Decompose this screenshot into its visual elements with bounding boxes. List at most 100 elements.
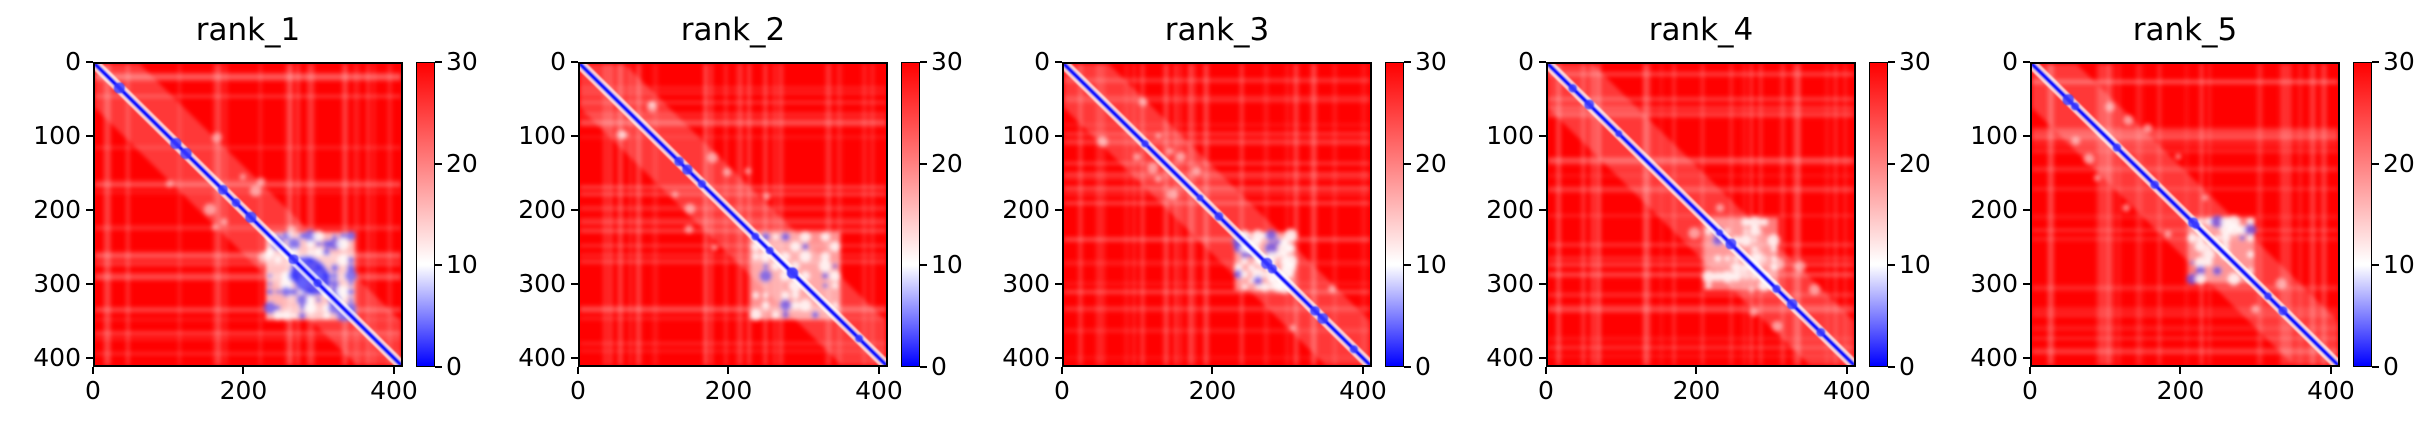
chart-title: rank_3: [1164, 12, 1270, 48]
block-spot: [1233, 269, 1243, 279]
x-tick-label: 0: [570, 376, 586, 405]
heatmap: [1062, 62, 1372, 367]
x-tick: [242, 367, 245, 374]
block-spot: [2246, 217, 2255, 226]
y-tick-label: 100: [1002, 121, 1050, 151]
block-spot: [1254, 238, 1262, 246]
block-spot: [2194, 240, 2207, 253]
block-spot: [1741, 217, 1751, 227]
stripe: [1064, 80, 1370, 83]
stripe: [629, 64, 633, 365]
colorbar: [1385, 62, 1404, 367]
block-spot: [2194, 256, 2207, 269]
block-spot: [313, 247, 324, 257]
block-spot: [280, 277, 293, 290]
x-tick-label: 200: [2156, 376, 2205, 405]
block-spot: [1721, 270, 1734, 283]
stripe: [2032, 348, 2338, 354]
block-spot: [789, 241, 801, 252]
x-tick-label: 400: [1339, 376, 1387, 405]
stripe: [580, 259, 886, 264]
diagonal-node: [1725, 238, 1737, 250]
stripe: [2032, 310, 2338, 314]
y-tick: [1055, 283, 1062, 286]
y-tick: [571, 357, 578, 360]
colorbar-tick-label: 20: [1415, 148, 1447, 178]
x-tick-label: 200: [1672, 376, 1721, 405]
block-spot: [1241, 257, 1249, 265]
block-spot: [266, 288, 274, 296]
block-spot: [273, 311, 283, 321]
y-tick: [2023, 209, 2030, 212]
block-spot: [2227, 223, 2241, 236]
stripe: [2323, 64, 2327, 365]
stripe: [372, 64, 376, 365]
block-spot: [2220, 233, 2231, 243]
x-tick-label: 0: [1054, 376, 1070, 405]
block-spot: [779, 299, 792, 311]
contact-spot: [684, 225, 694, 234]
contact-spot: [1809, 283, 1821, 295]
block-spot: [2204, 258, 2213, 267]
stripe: [2117, 64, 2121, 365]
block-spot: [303, 229, 317, 243]
y-tick-label: 400: [33, 343, 81, 373]
block-spot: [336, 237, 350, 251]
block-spot: [1285, 262, 1297, 273]
x-tick: [1845, 367, 1848, 374]
contact-spot: [1167, 189, 1178, 201]
colorbar-tick: [1404, 61, 1411, 63]
contact-spot: [2164, 230, 2172, 238]
stripe: [608, 64, 613, 365]
stripe: [103, 64, 107, 365]
heatmap: [93, 62, 403, 367]
y-tick-label: 0: [1034, 47, 1050, 76]
diagonal-node: [1196, 194, 1204, 202]
stripe: [1064, 131, 1370, 137]
panel-rank_3: rank_3 0 100 200 300 400 0 200 400 0 10 20 30: [1002, 0, 1547, 432]
block-spot: [296, 293, 309, 306]
diagonal-node: [765, 246, 774, 255]
block-spot: [331, 272, 339, 280]
contact-spot: [1738, 268, 1746, 275]
diagonal-node: [113, 82, 126, 94]
block-spot: [280, 286, 292, 297]
stripe: [1163, 64, 1169, 365]
block-spot: [2186, 273, 2199, 285]
diagonal-node: [1267, 264, 1278, 274]
stripe: [2032, 325, 2338, 332]
diagonal: [580, 64, 886, 365]
block-spot: [2239, 235, 2246, 241]
heatmap-svg: [2032, 64, 2338, 365]
block-spot: [1749, 216, 1761, 228]
y-tick-label: 200: [1970, 195, 2018, 225]
stripe: [635, 64, 639, 365]
block-spot: [2237, 224, 2248, 235]
colorbar-tick: [435, 162, 442, 165]
contact-spot: [1166, 147, 1174, 155]
colorbar-tick-label: 10: [1899, 250, 1931, 280]
stripe: [2297, 64, 2303, 365]
y-tick: [2023, 135, 2030, 138]
colorbar-tick: [2372, 366, 2379, 368]
stripe: [95, 145, 401, 150]
stripe: [580, 341, 886, 346]
block-spot: [818, 259, 832, 273]
contact-spot: [1771, 321, 1783, 332]
colorbar-tick-label: 0: [446, 352, 462, 381]
stripe: [95, 261, 401, 267]
diagonal-node: [787, 267, 799, 280]
contact-spot: [1133, 153, 1141, 161]
stripe: [580, 305, 886, 311]
y-tick: [571, 283, 578, 286]
stripe: [2032, 285, 2338, 291]
diagonal-node: [2112, 143, 2122, 152]
block-spot: [761, 301, 770, 309]
chart-title: rank_5: [2132, 12, 2238, 48]
block-spot: [1247, 264, 1256, 272]
block-spot: [299, 305, 306, 311]
y-tick-label: 300: [1970, 269, 2018, 299]
block-spot: [1731, 271, 1742, 282]
y-tick-label: 100: [518, 121, 566, 151]
x-tick: [2029, 367, 2031, 374]
